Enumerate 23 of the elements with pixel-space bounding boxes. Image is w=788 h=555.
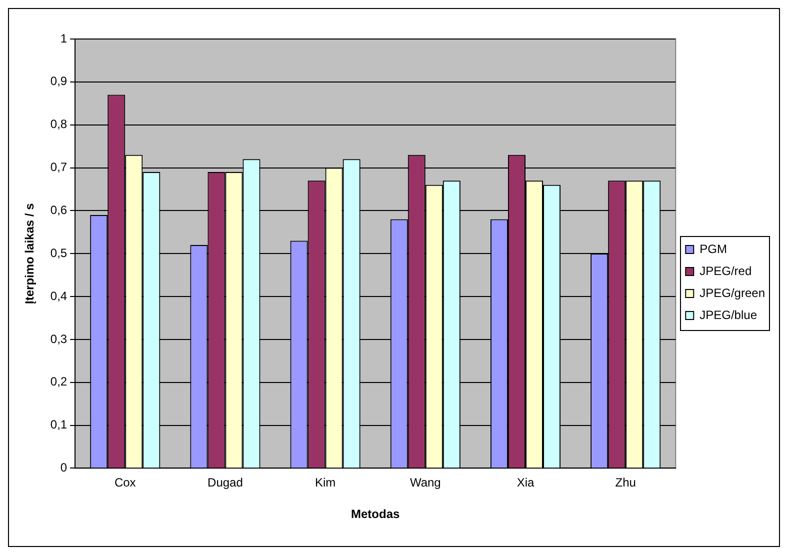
y-tick-label: 0,6 — [50, 202, 68, 217]
x-tick-label: Kim — [314, 476, 336, 490]
y-tick-label: 0,4 — [50, 288, 68, 303]
legend-label: JPEG/green — [700, 286, 766, 300]
y-tick-label: 0,7 — [50, 160, 68, 174]
x-tick-label: Dugad — [208, 476, 243, 490]
y-tick-label: 0,9 — [50, 74, 68, 88]
x-axis-title: Metodas — [351, 507, 400, 522]
y-tick-label: 0,2 — [50, 374, 68, 389]
y-tick-label: 0,5 — [50, 246, 68, 260]
y-axis-title: Įterpimo laikas / s — [22, 202, 37, 304]
y-tick-label: 0,3 — [50, 332, 68, 346]
legend-label: JPEG/red — [700, 264, 752, 278]
x-tick-label: Xia — [516, 476, 534, 490]
x-tick-label: Wang — [410, 476, 441, 490]
x-tick-label: Zhu — [615, 476, 636, 490]
y-tick-label: 0,8 — [50, 117, 68, 132]
legend-label: JPEG/blue — [700, 308, 758, 322]
y-tick-label: 0 — [60, 460, 68, 475]
x-tick-label: Cox — [114, 476, 136, 490]
legend-label: PGM — [700, 242, 727, 256]
y-tick-label: 1 — [60, 31, 68, 46]
y-tick-label: 0,1 — [50, 418, 68, 432]
